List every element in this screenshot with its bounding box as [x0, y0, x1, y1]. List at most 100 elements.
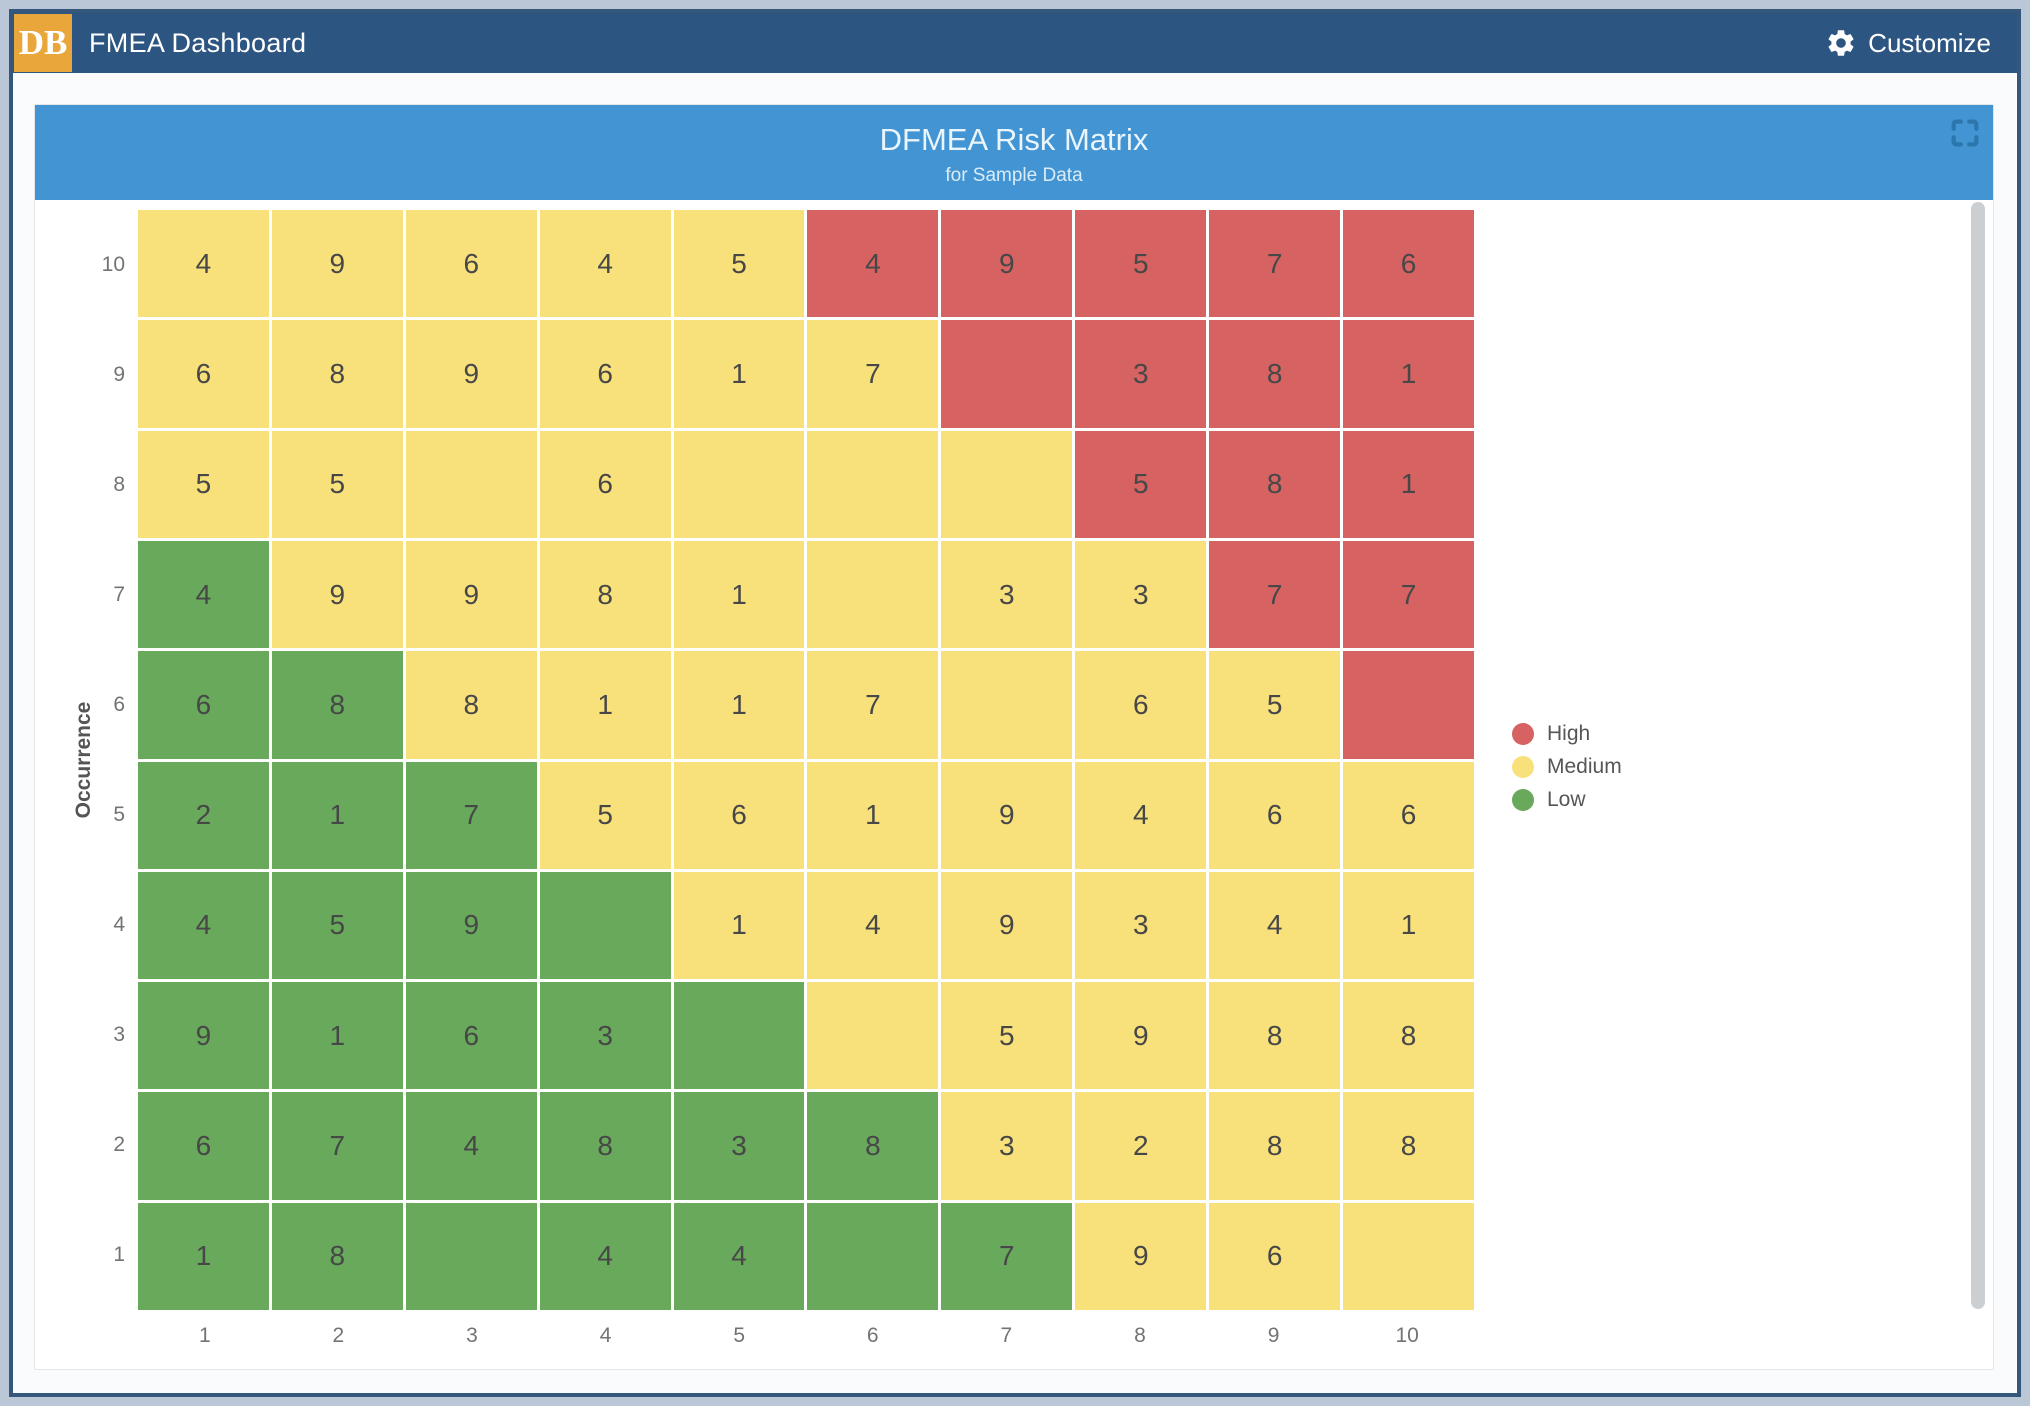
heatmap-cell[interactable]: 1: [1343, 430, 1474, 538]
heatmap-cell[interactable]: 4: [539, 210, 671, 318]
heatmap-cell[interactable]: 4: [138, 540, 269, 649]
heatmap-cell[interactable]: 4: [539, 1202, 671, 1310]
heatmap-cell[interactable]: [807, 982, 939, 1090]
heatmap-cell[interactable]: [941, 430, 1073, 538]
heatmap-cell[interactable]: 6: [1209, 761, 1341, 869]
heatmap-cell[interactable]: 6: [138, 1092, 269, 1200]
heatmap-cell[interactable]: 7: [1343, 540, 1474, 649]
heatmap-cell[interactable]: 1: [1343, 871, 1474, 980]
heatmap-cell[interactable]: 5: [941, 982, 1073, 1090]
legend-item[interactable]: Medium: [1512, 750, 1622, 783]
heatmap-cell[interactable]: 7: [1209, 210, 1341, 318]
fullscreen-button[interactable]: [1944, 112, 1986, 154]
heatmap-cell[interactable]: [941, 320, 1073, 428]
heatmap-cell[interactable]: 8: [539, 1092, 671, 1200]
heatmap-cell[interactable]: 8: [271, 320, 403, 428]
legend-item[interactable]: High: [1512, 717, 1622, 750]
heatmap-cell[interactable]: 5: [1209, 651, 1341, 759]
heatmap-cell[interactable]: 9: [405, 320, 537, 428]
heatmap-cell[interactable]: 6: [138, 651, 269, 759]
heatmap-cell[interactable]: 5: [1075, 210, 1207, 318]
heatmap-cell[interactable]: [405, 1202, 537, 1310]
heatmap-cell[interactable]: 1: [807, 761, 939, 869]
heatmap-cell[interactable]: 8: [1209, 320, 1341, 428]
heatmap-cell[interactable]: 3: [941, 540, 1073, 649]
heatmap-cell[interactable]: 6: [1343, 210, 1474, 318]
heatmap-cell[interactable]: 9: [1075, 982, 1207, 1090]
heatmap-cell[interactable]: 5: [271, 871, 403, 980]
heatmap-cell[interactable]: 7: [271, 1092, 403, 1200]
heatmap-cell[interactable]: 5: [138, 430, 269, 538]
heatmap-cell[interactable]: 3: [1075, 320, 1207, 428]
heatmap-cell[interactable]: 6: [405, 210, 537, 318]
heatmap-cell[interactable]: 1: [673, 651, 805, 759]
heatmap-cell[interactable]: 7: [941, 1202, 1073, 1310]
heatmap-cell[interactable]: 8: [539, 540, 671, 649]
heatmap-cell[interactable]: 4: [405, 1092, 537, 1200]
heatmap-cell[interactable]: [405, 430, 537, 538]
heatmap-cell[interactable]: 8: [1209, 1092, 1341, 1200]
heatmap-cell[interactable]: 8: [1209, 430, 1341, 538]
heatmap-cell[interactable]: 9: [271, 540, 403, 649]
heatmap-cell[interactable]: 1: [673, 540, 805, 649]
heatmap-cell[interactable]: 1: [673, 320, 805, 428]
heatmap-cell[interactable]: 4: [807, 210, 939, 318]
heatmap-cell[interactable]: 5: [539, 761, 671, 869]
heatmap-cell[interactable]: 6: [1209, 1202, 1341, 1310]
heatmap-cell[interactable]: 1: [138, 1202, 269, 1310]
heatmap-cell[interactable]: 4: [1209, 871, 1341, 980]
heatmap-cell[interactable]: 4: [138, 871, 269, 980]
heatmap-cell[interactable]: 9: [138, 982, 269, 1090]
heatmap-cell[interactable]: [807, 430, 939, 538]
heatmap-cell[interactable]: 7: [807, 651, 939, 759]
heatmap-cell[interactable]: [539, 871, 671, 980]
heatmap-cell[interactable]: [673, 430, 805, 538]
heatmap-cell[interactable]: 7: [405, 761, 537, 869]
heatmap-cell[interactable]: 3: [539, 982, 671, 1090]
heatmap-cell[interactable]: 7: [807, 320, 939, 428]
heatmap-cell[interactable]: 6: [405, 982, 537, 1090]
heatmap-cell[interactable]: 8: [1343, 1092, 1474, 1200]
heatmap-cell[interactable]: 5: [271, 430, 403, 538]
heatmap-cell[interactable]: 9: [941, 210, 1073, 318]
legend-item[interactable]: Low: [1512, 783, 1622, 816]
heatmap-cell[interactable]: 5: [1075, 430, 1207, 538]
heatmap-cell[interactable]: 8: [807, 1092, 939, 1200]
heatmap-cell[interactable]: [1343, 1202, 1474, 1310]
heatmap-cell[interactable]: 1: [271, 761, 403, 869]
heatmap-cell[interactable]: 8: [405, 651, 537, 759]
heatmap-cell[interactable]: 8: [271, 1202, 403, 1310]
heatmap-cell[interactable]: 9: [1075, 1202, 1207, 1310]
heatmap-cell[interactable]: 8: [1343, 982, 1474, 1090]
customize-button[interactable]: Customize: [1825, 27, 1991, 59]
heatmap-cell[interactable]: 1: [539, 651, 671, 759]
heatmap-cell[interactable]: [807, 1202, 939, 1310]
heatmap-cell[interactable]: 4: [138, 210, 269, 318]
heatmap-cell[interactable]: 1: [1343, 320, 1474, 428]
heatmap-cell[interactable]: 2: [138, 761, 269, 869]
heatmap-cell[interactable]: 6: [1343, 761, 1474, 869]
heatmap-cell[interactable]: 6: [138, 320, 269, 428]
heatmap-cell[interactable]: 3: [673, 1092, 805, 1200]
heatmap-cell[interactable]: 9: [941, 761, 1073, 869]
heatmap-cell[interactable]: 6: [539, 430, 671, 538]
heatmap-cell[interactable]: 4: [807, 871, 939, 980]
heatmap-cell[interactable]: 8: [271, 651, 403, 759]
heatmap-cell[interactable]: 1: [673, 871, 805, 980]
heatmap-cell[interactable]: 1: [271, 982, 403, 1090]
heatmap-cell[interactable]: 3: [941, 1092, 1073, 1200]
heatmap-cell[interactable]: 9: [271, 210, 403, 318]
heatmap-cell[interactable]: 6: [673, 761, 805, 869]
heatmap-cell[interactable]: 3: [1075, 540, 1207, 649]
heatmap-cell[interactable]: 4: [673, 1202, 805, 1310]
heatmap-cell[interactable]: 8: [1209, 982, 1341, 1090]
heatmap-cell[interactable]: 9: [405, 871, 537, 980]
heatmap-cell[interactable]: [941, 651, 1073, 759]
heatmap-cell[interactable]: 9: [405, 540, 537, 649]
heatmap-cell[interactable]: 3: [1075, 871, 1207, 980]
scrollbar-thumb[interactable]: [1971, 202, 1985, 1309]
heatmap-cell[interactable]: [673, 982, 805, 1090]
heatmap-cell[interactable]: 5: [673, 210, 805, 318]
heatmap-cell[interactable]: 2: [1075, 1092, 1207, 1200]
heatmap-cell[interactable]: 6: [539, 320, 671, 428]
